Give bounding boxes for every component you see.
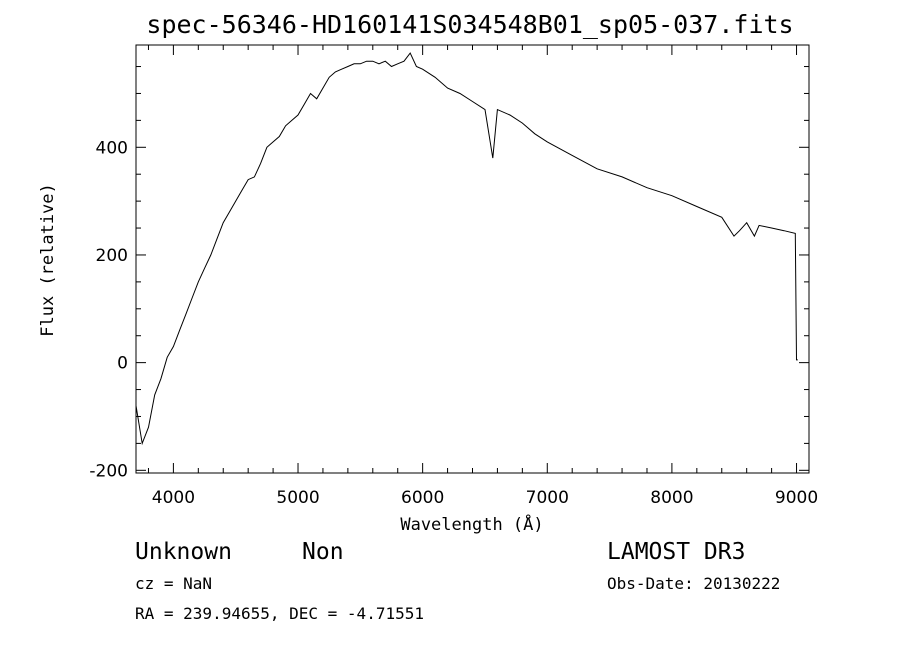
y-axis-label: Flux (relative) [38, 183, 58, 337]
cz-label: cz = NaN [135, 574, 212, 593]
x-tick-label: 4000 [152, 488, 195, 508]
y-tick-label: 400 [96, 138, 128, 158]
plot-frame [135, 44, 810, 474]
y-axis: -200 0 200 400 [89, 66, 809, 481]
spectrum-line [135, 52, 798, 446]
x-axis-label: Wavelength (Å) [400, 513, 543, 535]
y-tick-label: 0 [117, 354, 128, 374]
x-tick-label: 5000 [276, 488, 319, 508]
y-tick-label: -200 [89, 461, 128, 481]
chart-title: spec-56346-HD160141S034548B01_sp05-037.f… [146, 10, 793, 39]
object-class: Unknown [135, 539, 232, 565]
x-axis: 4000 5000 6000 7000 8000 9000 [147, 45, 818, 508]
coords-label: RA = 239.94655, DEC = -4.71551 [135, 604, 424, 623]
y-tick-label: 200 [96, 246, 128, 266]
x-tick-label: 6000 [401, 488, 444, 508]
object-subclass: Non [302, 539, 344, 565]
x-tick-label: 7000 [526, 488, 569, 508]
x-tick-label: 9000 [775, 488, 818, 508]
survey-label: LAMOST DR3 [607, 539, 745, 565]
obs-date-label: Obs-Date: 20130222 [607, 574, 780, 593]
x-tick-label: 8000 [650, 488, 693, 508]
